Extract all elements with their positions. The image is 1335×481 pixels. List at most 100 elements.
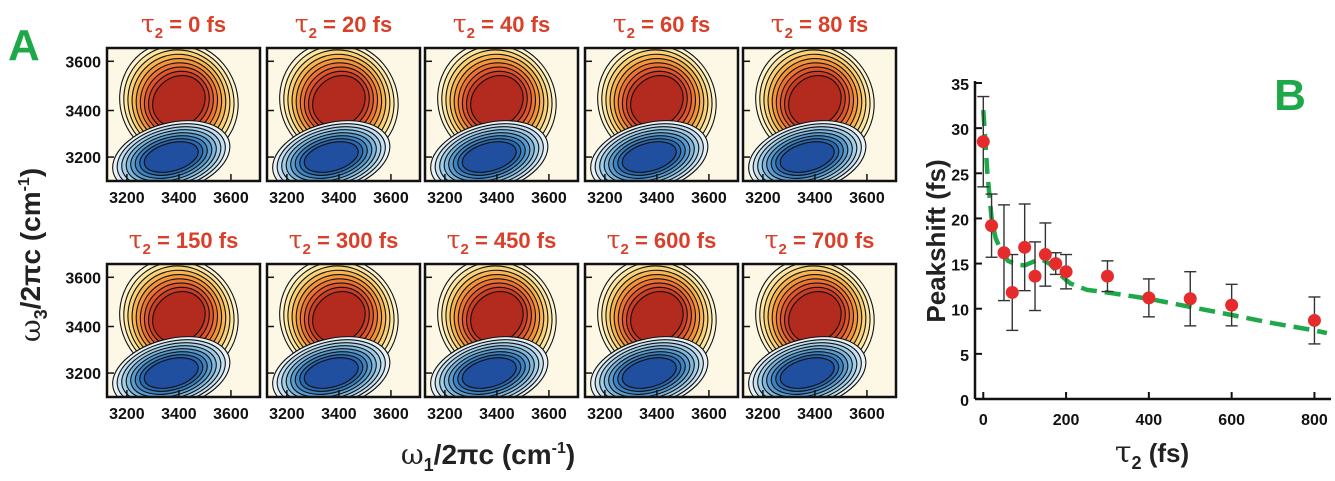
plot-frame <box>423 46 580 183</box>
tau-title: τ2 = 20 fs <box>295 9 392 42</box>
spectrum-subplot: τ2 = 150 fs 3200 3400 3600 3600 3400 3200 <box>65 225 262 423</box>
positive-contour <box>470 74 524 128</box>
data-point <box>1142 291 1156 305</box>
x-tick-label: 3200 <box>269 190 305 207</box>
negative-contour <box>303 357 359 389</box>
data-point <box>1049 257 1063 271</box>
x-tick-label: 3600 <box>373 190 409 207</box>
x-tick-label: 3600 <box>691 190 727 207</box>
plot-frame <box>423 262 580 399</box>
panel-a-ylabel: ω3/2πc (cm-1) <box>14 168 51 342</box>
negative-contour <box>461 357 517 389</box>
x-tick-label: 3600 <box>691 406 727 423</box>
contour-group <box>430 48 557 181</box>
negative-contour <box>143 141 199 173</box>
x-tick-label: 400 <box>1136 412 1163 429</box>
y-tick-label: 3200 <box>65 366 101 383</box>
positive-contour <box>630 74 684 128</box>
spectrum-subplot: τ2 = 60 fs 3200 3400 3600 <box>583 9 740 207</box>
x-tick-label: 3600 <box>531 406 567 423</box>
plot-frame <box>583 262 740 399</box>
positive-contour <box>630 290 684 344</box>
y-tick-label: 5 <box>960 348 969 365</box>
tau-title: τ2 = 300 fs <box>289 225 399 258</box>
x-tick-label: 600 <box>1218 412 1245 429</box>
plot-frame <box>265 262 422 399</box>
positive-contour <box>312 290 366 344</box>
x-tick-label: 3200 <box>109 190 145 207</box>
spectrum-subplot: τ2 = 450 fs 3200 3400 3600 <box>423 225 580 423</box>
x-tick-label: 3600 <box>213 190 249 207</box>
data-point <box>1225 298 1239 312</box>
y-tick-label: 15 <box>951 258 969 275</box>
x-tick-label: 3400 <box>161 190 197 207</box>
data-point <box>997 246 1011 260</box>
x-tick-label: 3400 <box>479 190 515 207</box>
panel-a-letter: A <box>8 21 40 70</box>
x-tick-label: 3600 <box>531 190 567 207</box>
y-tick-label: 3400 <box>65 104 101 121</box>
x-axis-title: τ2 (fs) <box>1115 435 1189 473</box>
contour-group <box>272 264 399 397</box>
plot-frame <box>105 46 262 183</box>
tau-title: τ2 = 700 fs <box>765 225 875 258</box>
panel-b-letter: B <box>1274 71 1306 120</box>
contour-group <box>748 264 875 397</box>
positive-contour <box>152 290 206 344</box>
negative-contour <box>779 141 835 173</box>
tau-title: τ2 = 40 fs <box>453 9 550 42</box>
data-point <box>1307 313 1321 327</box>
x-tick-label: 3400 <box>479 406 515 423</box>
plot-frame <box>741 262 898 399</box>
data-point <box>1100 269 1114 283</box>
y-tick-label: 3600 <box>65 54 101 71</box>
x-tick-label: 3200 <box>587 406 623 423</box>
data-point <box>976 135 990 149</box>
contour-group <box>748 48 875 181</box>
contour-group <box>272 48 399 181</box>
x-tick-label: 3400 <box>321 190 357 207</box>
panel-a-xlabel: ω1/2πc (cm-1) <box>401 438 575 475</box>
y-axis-title: Peakshift (fs) <box>921 159 951 322</box>
y-tick-label: 25 <box>951 167 969 184</box>
spectrum-subplot: τ2 = 700 fs 3200 3400 3600 <box>741 225 898 423</box>
tau-title: τ2 = 80 fs <box>771 9 868 42</box>
data-point <box>985 219 999 233</box>
negative-contour <box>143 357 199 389</box>
y-tick-label: 10 <box>951 303 969 320</box>
x-tick-label: 3400 <box>321 406 357 423</box>
y-tick-label: 3400 <box>65 320 101 337</box>
tau-title: τ2 = 450 fs <box>447 225 557 258</box>
data-point <box>1059 265 1073 279</box>
x-tick-label: 3600 <box>213 406 249 423</box>
plot-frame <box>105 262 262 399</box>
contour-group <box>112 48 239 181</box>
negative-contour <box>779 357 835 389</box>
y-tick-label: 20 <box>951 212 969 229</box>
positive-contour <box>788 290 842 344</box>
contour-group <box>430 264 557 397</box>
plot-frame <box>583 46 740 183</box>
negative-contour <box>461 141 517 173</box>
x-tick-label: 3400 <box>161 406 197 423</box>
y-tick-label: 3600 <box>65 270 101 287</box>
data-point <box>1018 240 1032 254</box>
x-tick-label: 3600 <box>373 406 409 423</box>
x-tick-label: 3400 <box>797 190 833 207</box>
contour-group <box>112 264 239 397</box>
y-tick-label: 30 <box>951 122 969 139</box>
x-tick-label: 0 <box>979 412 988 429</box>
contour-group <box>590 48 717 181</box>
x-tick-label: 3200 <box>109 406 145 423</box>
x-tick-label: 3200 <box>745 406 781 423</box>
positive-contour <box>152 74 206 128</box>
tau-title: τ2 = 600 fs <box>607 225 717 258</box>
x-tick-label: 3400 <box>639 190 675 207</box>
x-tick-label: 3200 <box>427 406 463 423</box>
x-tick-label: 3400 <box>639 406 675 423</box>
positive-contour <box>312 74 366 128</box>
plot-frame <box>741 46 898 183</box>
y-tick-label: 35 <box>951 77 969 94</box>
